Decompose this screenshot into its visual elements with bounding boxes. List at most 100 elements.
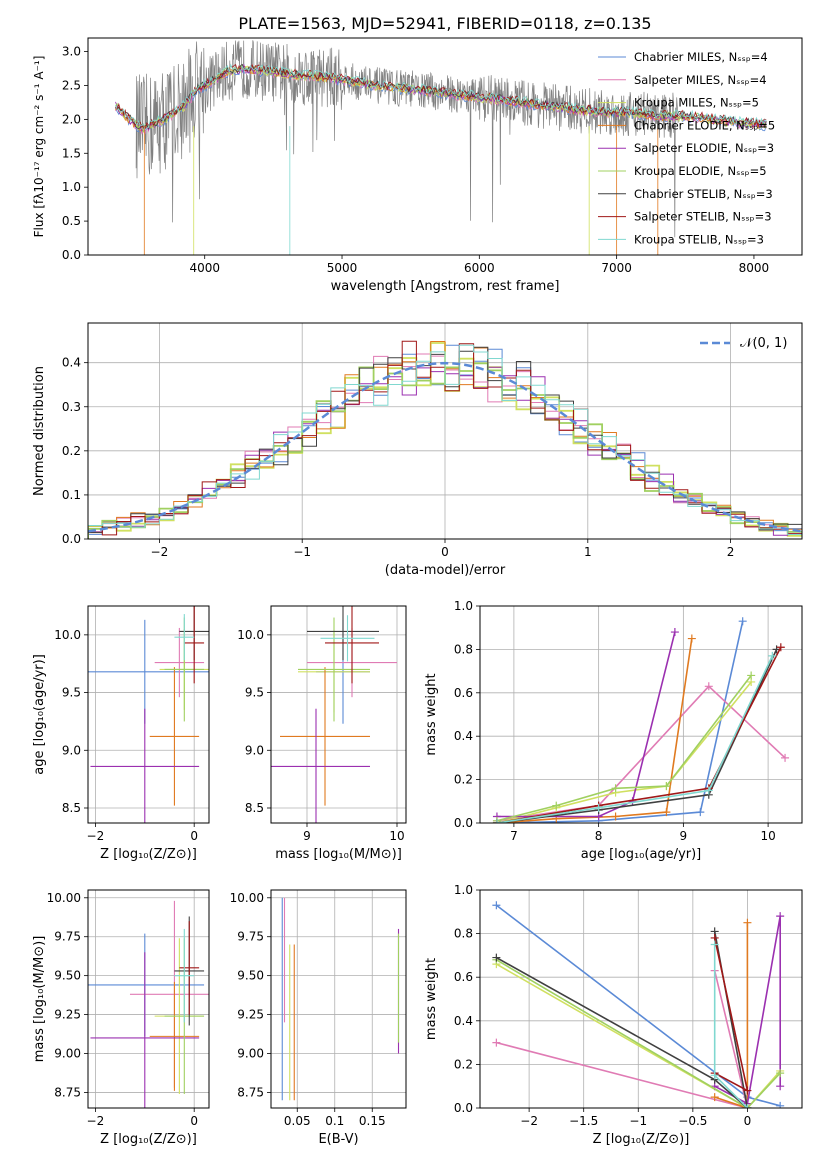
y-tick-label: 9.00 [54,1047,81,1061]
series-line-1 [496,685,786,822]
y-tick-label: 8.75 [54,1085,81,1099]
x-axis-label: (data-model)/error [385,563,506,578]
panel-age_vs_Z: −2 0 8.5 9.0 9.5 10.0 Z [log₁₀(Z/Z⊙)] age [log₁… [32,605,210,862]
series-marker [670,628,679,637]
series-marker [710,1093,719,1102]
series-marker [611,784,620,793]
y-tick-label: 9.0 [62,743,81,757]
series-marker [776,912,785,921]
axes-frame [479,889,803,1109]
x-tick-label: −2 [520,1114,538,1128]
y-tick-label: 9.75 [237,930,264,944]
plot-area [88,340,802,539]
y-tick-label: 0.0 [454,816,473,830]
panel-spectrum: 4000 5000 6000 7000 8000 0.0 0.5 1.0 1.5 2.0 2.5 3.… [32,37,803,294]
y-tick-label: 10.00 [230,891,264,905]
series-marker [704,786,713,795]
y-tick-label: 0.0 [454,1101,473,1115]
series-marker [710,940,719,949]
x-tick-label: −2 [87,1114,105,1128]
plot-area [88,900,209,1108]
legend: 𝒩(0, 1) [700,336,787,351]
y-tick-label: 9.75 [54,930,81,944]
y-tick-label: 1.0 [454,883,473,897]
y-tick-label: 10.00 [47,891,81,905]
panel-mass_vs_ebv: 0.05 0.1 0.15 8.75 9.00 9.25 9.50 9.75 10.00 E(B-… [230,889,407,1147]
x-axis-label: Z [log₁₀(Z/Z⊙)] [100,1132,197,1147]
series-marker [662,782,671,791]
x-tick-label: 8 [595,829,603,843]
panel-mass_weight_vs_Z: −2 −1.5 −1 −0.5 0 0.0 0.2 0.4 0.6 0.8 1.0 Z [log₁₀(… [424,883,803,1147]
series-marker [776,1082,785,1091]
plot-area [88,606,209,823]
x-tick-label: −0.5 [678,1114,707,1128]
series-marker [552,801,561,810]
y-tick-label: 0.8 [454,642,473,656]
y-tick-label: 0.5 [62,214,81,228]
axes-frame [270,605,407,824]
x-tick-label: 0 [190,829,198,843]
y-tick-label: 1.5 [62,146,81,160]
series-line-5 [496,674,752,822]
figure-title: PLATE=1563, MJD=52941, FIBERID=0118, z=0… [238,14,651,33]
series-line-0 [496,621,744,823]
series-marker [492,901,501,910]
panel-mass_vs_Z: −2 0 8.75 9.00 9.25 9.50 9.75 10.00 Z [log₁₀(Z/Z… [32,889,210,1147]
x-tick-label: 5000 [327,261,358,275]
axes-frame [479,605,803,824]
model-line-8 [115,63,767,131]
y-tick-label: 0.6 [454,970,473,984]
series-marker [492,953,501,962]
series-marker [710,1071,719,1080]
series-marker [743,1104,752,1108]
plot-area [492,617,790,823]
y-tick-label: 0.2 [62,444,81,458]
legend-entry: Kroupa STELIB, Nₛₛₚ=3 [634,232,764,246]
series-marker [594,803,603,812]
legend-entry: Kroupa MILES, Nₛₛₚ=5 [634,96,759,110]
x-tick-label: 9 [303,829,311,843]
y-tick-label: 1.0 [62,180,81,194]
data-spectrum-line [135,40,679,238]
y-tick-label: 0.4 [454,729,473,743]
y-tick-label: 0.4 [62,356,81,370]
y-tick-label: 0.4 [454,1014,473,1028]
legend-entry: Chabrier STELIB, Nₛₛₚ=3 [634,187,773,201]
series-line-8 [496,655,774,823]
x-tick-label: 0.1 [325,1114,344,1128]
x-tick-label: −1.5 [569,1114,598,1128]
series-marker [747,671,756,680]
y-tick-label: 10.0 [237,628,264,642]
x-axis-label: Z [log₁₀(Z/Z⊙)] [100,847,197,862]
panel-residuals: −2 −1 0 1 2 0.0 0.1 0.2 0.3 0.4 (data-model)/error… [32,322,803,578]
y-tick-label: 3.0 [62,45,81,59]
y-tick-label: 9.25 [54,1008,81,1022]
x-tick-label: −2 [87,829,105,843]
series-marker [776,1069,785,1078]
series-marker [776,643,785,652]
y-tick-label: 9.0 [245,743,264,757]
plot-area [281,897,400,1101]
series-marker [743,918,752,927]
y-tick-label: 2.0 [62,112,81,126]
plot-area [492,901,785,1108]
x-tick-label: 0.05 [284,1114,311,1128]
x-tick-label: 7000 [601,261,632,275]
y-tick-label: 8.5 [245,801,264,815]
y-axis-label: mass weight [424,673,439,755]
x-tick-label: 0 [190,1114,198,1128]
y-axis-label: age [log₁₀(age/yr)] [32,654,47,775]
y-tick-label: 2.5 [62,78,81,92]
x-tick-label: 4000 [189,261,220,275]
x-tick-label: −1 [629,1114,647,1128]
y-axis-label: Flux [fλ10⁻¹⁷ erg cm⁻² s⁻¹ A⁻¹] [32,56,46,238]
plot-area [115,40,767,255]
y-tick-label: 0.0 [62,248,81,262]
x-tick-label: 0.15 [359,1114,386,1128]
y-axis-label: mass [log₁₀(M/M⊙)] [32,936,47,1063]
series-marker [738,617,747,626]
series-marker [704,682,713,691]
x-tick-label: 9 [680,829,688,843]
series-marker [611,812,620,821]
